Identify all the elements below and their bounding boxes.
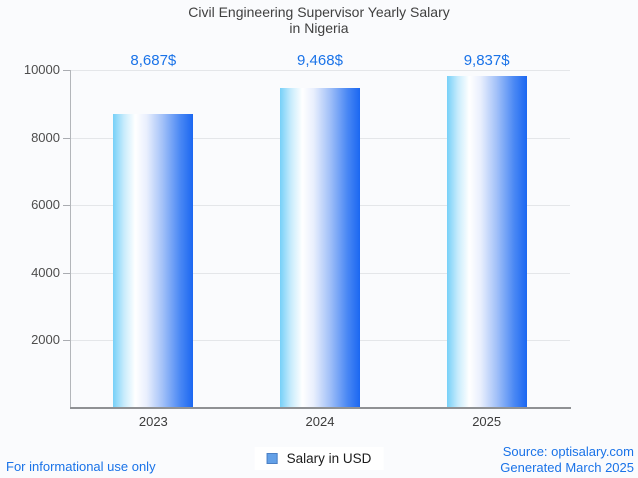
y-axis-line xyxy=(70,70,71,408)
x-axis-label: 2024 xyxy=(305,414,335,429)
source-block: Source: optisalary.com Generated March 2… xyxy=(500,444,634,476)
bar-value-label: 9,468$ xyxy=(297,52,343,69)
x-axis-label: 2025 xyxy=(472,414,502,429)
legend-swatch-icon xyxy=(266,453,278,464)
x-axis-label: 2023 xyxy=(138,414,168,429)
disclaimer-text: For informational use only xyxy=(6,459,156,474)
generated-date: Generated March 2025 xyxy=(500,460,634,475)
legend[interactable]: Salary in USD xyxy=(254,447,384,470)
chart-title: Civil Engineering Supervisor Yearly Sala… xyxy=(0,4,638,36)
chart-title-line1: Civil Engineering Supervisor Yearly Sala… xyxy=(188,4,450,20)
bar[interactable] xyxy=(280,87,360,408)
y-axis-label: 8000 xyxy=(31,129,60,145)
legend-label: Salary in USD xyxy=(286,451,372,466)
y-axis-tick xyxy=(63,340,70,342)
y-axis-tick xyxy=(63,70,70,71)
bar[interactable] xyxy=(446,75,527,408)
y-axis-tick xyxy=(63,137,70,139)
y-axis-label: 2000 xyxy=(31,332,60,348)
y-axis-tick xyxy=(63,272,70,274)
y-axis-label: 4000 xyxy=(31,264,60,280)
bar-value-label: 9,837$ xyxy=(463,52,510,69)
bar-value-label: 8,687$ xyxy=(130,52,177,69)
chart-title-line2: in Nigeria xyxy=(289,20,349,36)
bar[interactable] xyxy=(113,114,194,408)
y-axis-tick xyxy=(63,205,70,207)
y-axis-label: 6000 xyxy=(31,197,60,213)
source-link[interactable]: Source: optisalary.com xyxy=(502,444,634,459)
gridline xyxy=(70,70,570,71)
x-axis-line xyxy=(70,407,571,409)
y-axis-label: 10000 xyxy=(23,62,60,77)
